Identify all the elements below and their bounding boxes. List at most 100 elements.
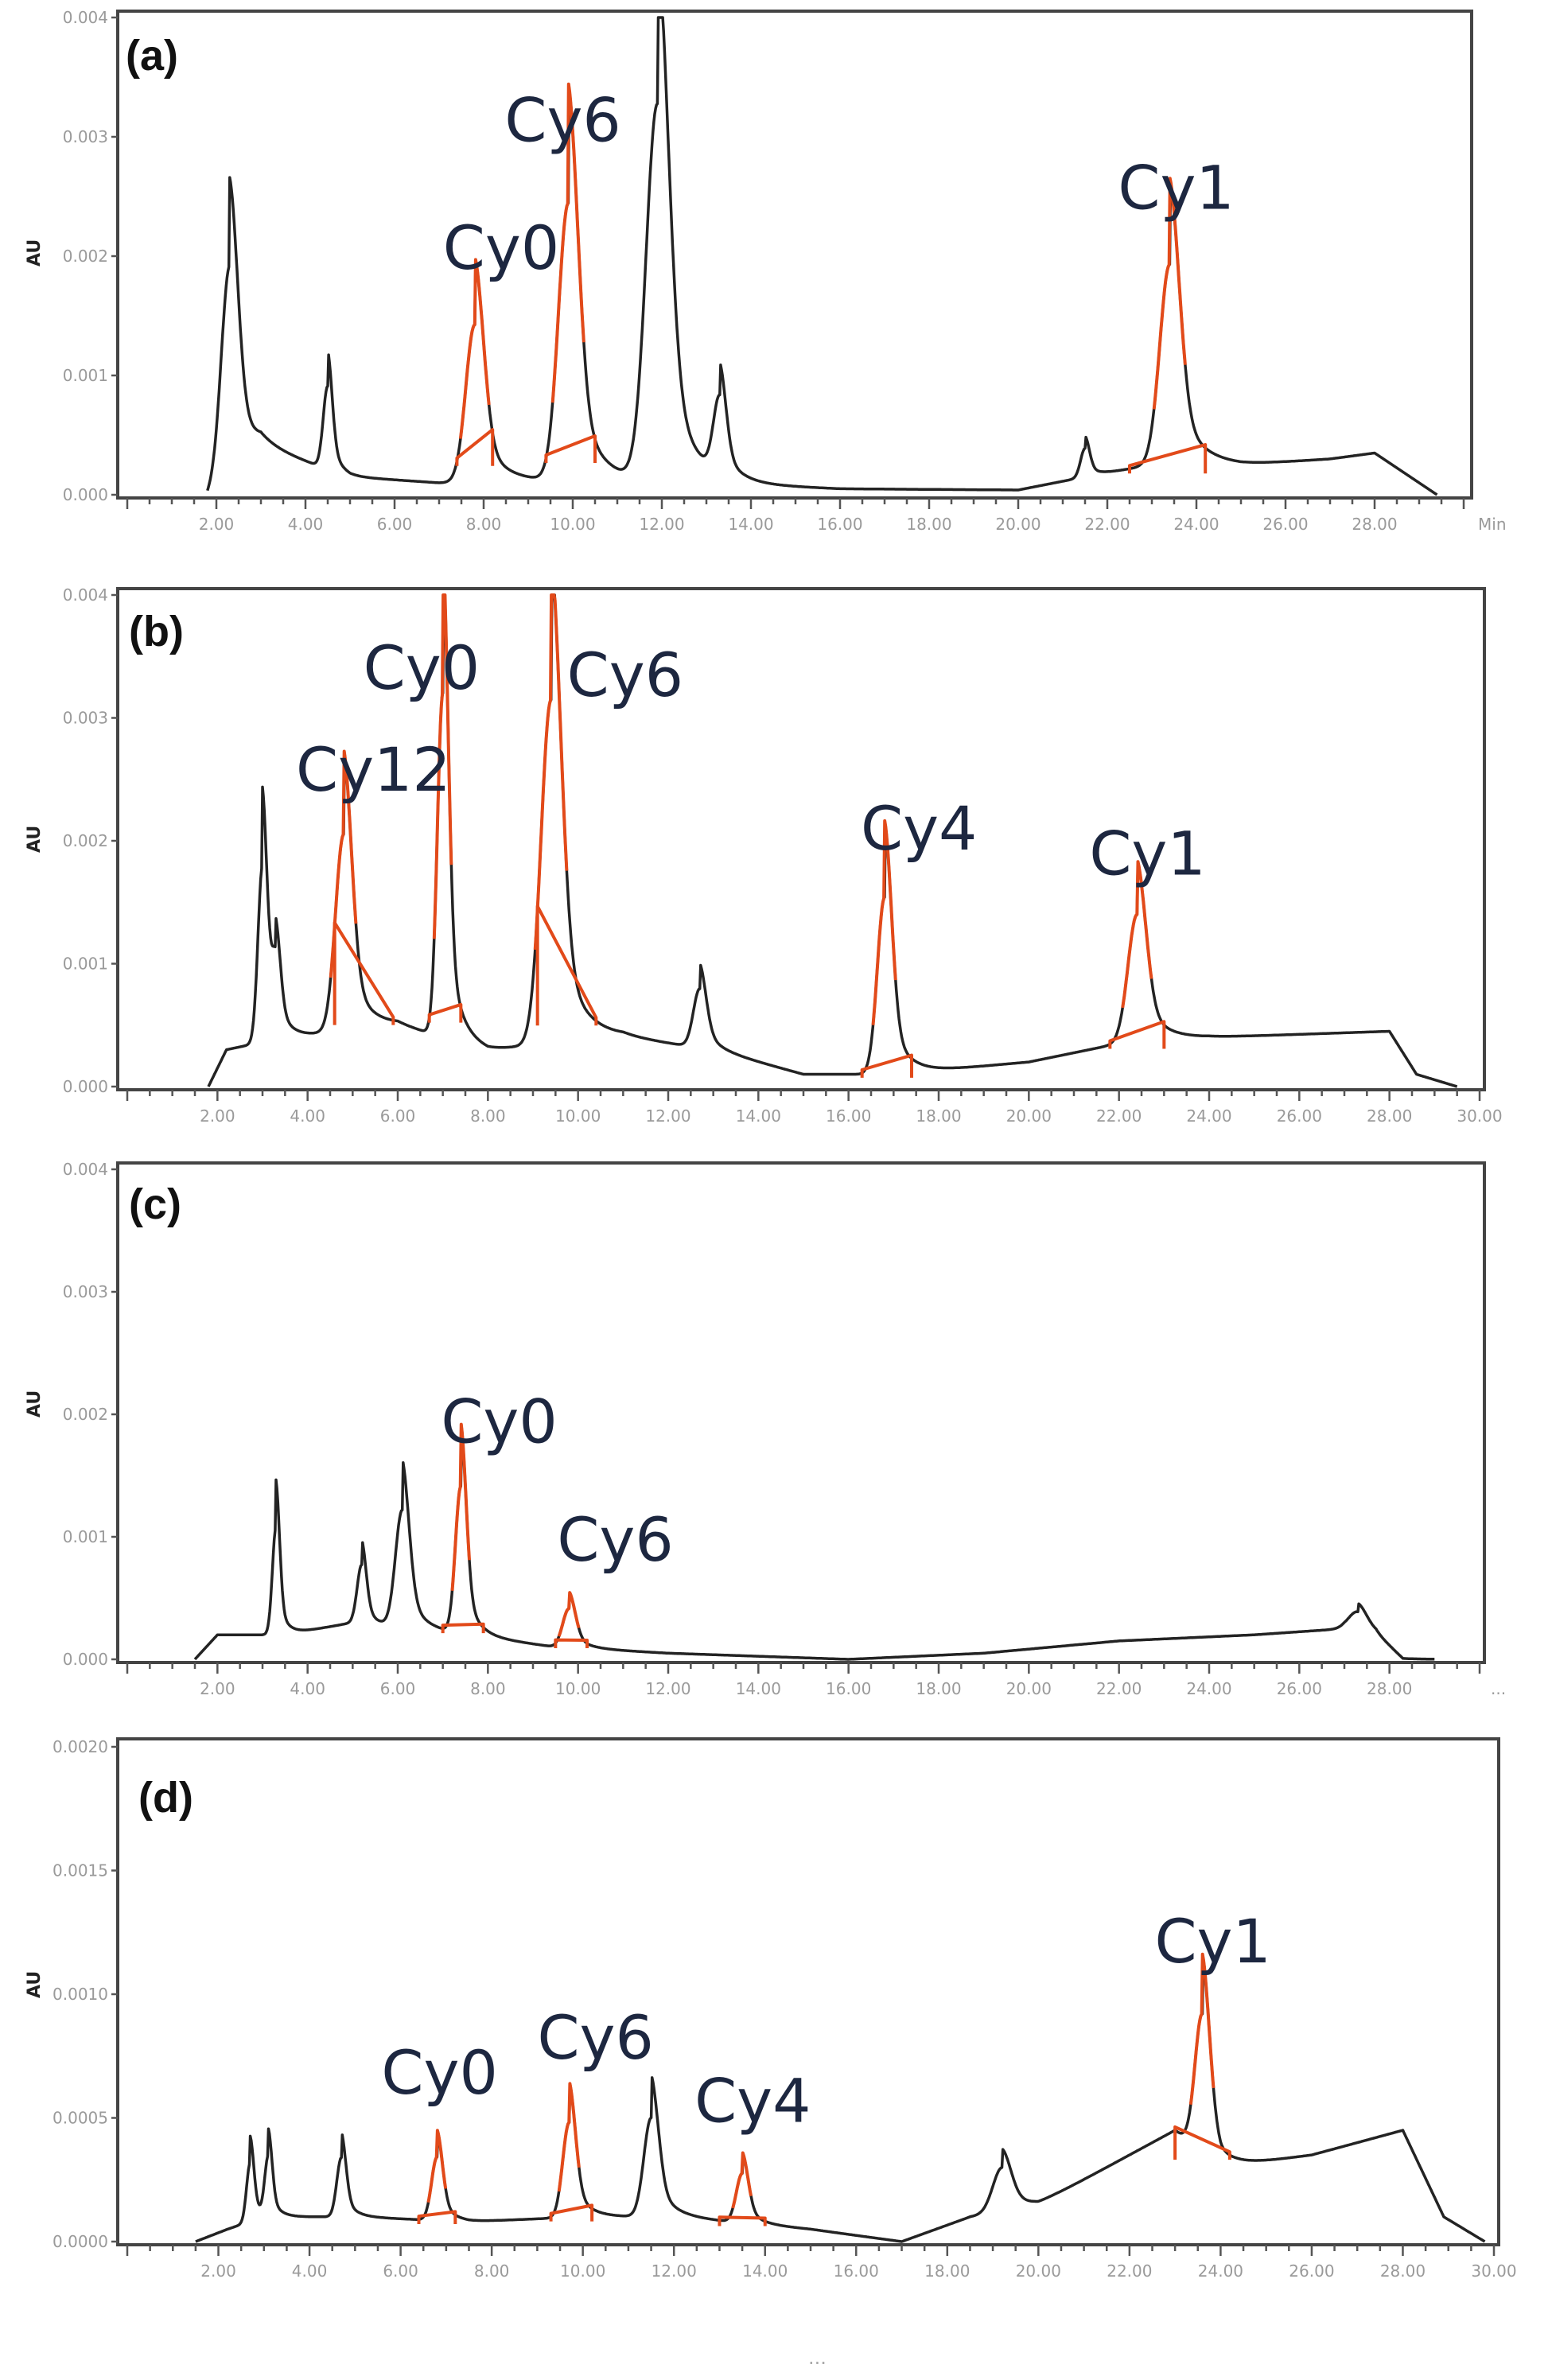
trace-layer xyxy=(195,1952,1486,2243)
x-tick-label: 8.00 xyxy=(466,515,502,534)
y-tick-label: 0.000 xyxy=(63,485,108,504)
integrated-peak xyxy=(533,593,569,951)
x-axis-end-label: ... xyxy=(1491,1679,1506,1698)
peak-label-layer: Cy0 Cy6 Cy4 Cy1 xyxy=(381,1906,1270,2136)
y-tick-label: 0.0020 xyxy=(53,1737,108,1756)
peak-label: Cy4 xyxy=(694,2065,811,2136)
x-tick-label: 14.00 xyxy=(742,2261,788,2281)
integration-mark xyxy=(549,2203,594,2222)
peak-label: Cy4 xyxy=(861,793,977,864)
peak-label: Cy6 xyxy=(504,84,620,155)
chromatogram-trace xyxy=(207,593,1458,1088)
x-tick-label: 2.00 xyxy=(200,1679,235,1698)
integration-mark xyxy=(1108,1020,1166,1049)
x-tick-label: 28.00 xyxy=(1380,2261,1426,2281)
x-tick-label: 20.00 xyxy=(1006,1679,1052,1698)
x-tick-label: 14.00 xyxy=(736,1679,781,1698)
integrated-peak xyxy=(458,258,491,439)
x-tick-label: 28.00 xyxy=(1352,515,1397,534)
panel-label: (b) xyxy=(129,608,184,655)
x-tick-label: 4.00 xyxy=(290,1679,325,1698)
y-tick-label: 0.000 xyxy=(63,1077,108,1096)
x-tick-label: 26.00 xyxy=(1277,1679,1322,1698)
x-tick-label: 8.00 xyxy=(470,1106,506,1126)
integration-mark xyxy=(441,1622,485,1634)
panel-b: (b) AU 2.00 4.00 6.00 8.00 10.00 12.00 14.00 16… xyxy=(25,585,1503,1126)
x-tick-label: 8.00 xyxy=(474,2261,510,2281)
integration-mark xyxy=(427,1002,463,1023)
peak-label-layer: Cy0 Cy6 Cy1 xyxy=(443,84,1235,283)
peak-label: Cy6 xyxy=(557,1504,673,1575)
axis-ticks: 2.00 4.00 6.00 8.00 10.00 12.00 14.00 16.00 18.0… xyxy=(53,1737,1517,2281)
x-tick-label: 8.00 xyxy=(470,1679,506,1698)
integration-mark xyxy=(455,428,495,466)
y-tick-label: 0.001 xyxy=(63,366,108,385)
x-tick-label: 10.00 xyxy=(550,515,595,534)
integrated-peak xyxy=(731,2151,753,2209)
x-tick-label: 22.00 xyxy=(1084,515,1130,534)
x-tick-label: 26.00 xyxy=(1277,1106,1322,1126)
y-tick-label: 0.004 xyxy=(63,1160,108,1179)
x-tick-label: 2.00 xyxy=(200,2261,236,2281)
integration-mark xyxy=(1128,443,1208,474)
panel-d: (d) AU 2.00 4.00 6.00 8.00 10.00 12.00 14.00 16… xyxy=(25,1737,1517,2281)
integration-mark xyxy=(417,2210,457,2225)
integrated-peak xyxy=(1188,1952,1216,2105)
chromatogram-trace xyxy=(193,1427,1435,1661)
x-tick-label: 12.00 xyxy=(639,515,684,534)
x-tick-label: 28.00 xyxy=(1367,1106,1412,1126)
y-tick-label: 0.003 xyxy=(63,1282,108,1301)
x-tick-label: 10.00 xyxy=(555,1106,601,1126)
x-tick-label: 18.00 xyxy=(916,1679,961,1698)
integration-mark xyxy=(544,434,597,464)
x-tick-label: 18.00 xyxy=(906,515,951,534)
x-tick-label: 24.00 xyxy=(1186,1106,1231,1126)
x-axis-end-label: Min xyxy=(1478,515,1507,534)
x-tick-label: 12.00 xyxy=(645,1679,690,1698)
x-tick-label: 20.00 xyxy=(1006,1106,1052,1126)
y-tick-label: 0.003 xyxy=(63,127,108,146)
y-tick-label: 0.0015 xyxy=(53,1861,108,1880)
plot-frame xyxy=(116,587,1486,1091)
peak-label: Cy0 xyxy=(443,212,559,283)
y-tick-label: 0.0010 xyxy=(53,1985,108,2004)
y-axis-label: AU xyxy=(25,239,45,266)
integrated-peak xyxy=(426,2129,448,2203)
y-tick-label: 0.001 xyxy=(63,955,108,974)
panel-c: (c) AU 2.00 4.00 6.00 8.00 10.00 12.00 14.00 16… xyxy=(25,1160,1506,1698)
x-tick-label: 6.00 xyxy=(380,1679,416,1698)
x-tick-label: 6.00 xyxy=(383,2261,418,2281)
trace-layer xyxy=(193,1422,1435,1661)
x-tick-label: 16.00 xyxy=(817,515,862,534)
x-tick-label: 20.00 xyxy=(995,515,1041,534)
trace-layer xyxy=(206,16,1438,496)
x-tick-label: 14.00 xyxy=(728,515,773,534)
integration-mark xyxy=(554,1638,589,1649)
y-tick-label: 0.003 xyxy=(63,709,108,728)
y-tick-label: 0.004 xyxy=(63,585,108,605)
integrated-peak xyxy=(557,1591,581,1637)
axis-ticks: 2.00 4.00 6.00 8.00 10.00 12.00 14.00 16.00 18.0… xyxy=(63,1160,1506,1698)
panel-label: (a) xyxy=(126,32,178,80)
axis-ticks: 2.00 4.00 6.00 8.00 10.00 12.00 14.00 16.00 18.0… xyxy=(63,585,1503,1126)
peak-label: Cy1 xyxy=(1089,819,1205,889)
x-tick-label: 16.00 xyxy=(834,2261,879,2281)
x-tick-label: 10.00 xyxy=(560,2261,605,2281)
panel-label: (d) xyxy=(138,1774,193,1822)
peak-label: Cy6 xyxy=(537,2002,653,2073)
plot-frame xyxy=(116,1161,1486,1664)
x-tick-label: 28.00 xyxy=(1367,1679,1412,1698)
x-tick-label: 2.00 xyxy=(200,1106,235,1126)
x-tick-label: 14.00 xyxy=(736,1106,781,1126)
peak-label-layer: Cy12 Cy0 Cy6 Cy4 Cy1 xyxy=(296,632,1206,889)
y-axis-label: AU xyxy=(25,1390,45,1418)
x-tick-label: 30.00 xyxy=(1471,2261,1516,2281)
x-tick-label: 4.00 xyxy=(292,2261,328,2281)
peak-label: Cy12 xyxy=(296,734,451,805)
integrated-peak xyxy=(550,82,585,403)
integrated-peak xyxy=(1121,860,1153,1009)
integrated-peak xyxy=(432,593,453,939)
x-tick-label: 6.00 xyxy=(377,515,413,534)
